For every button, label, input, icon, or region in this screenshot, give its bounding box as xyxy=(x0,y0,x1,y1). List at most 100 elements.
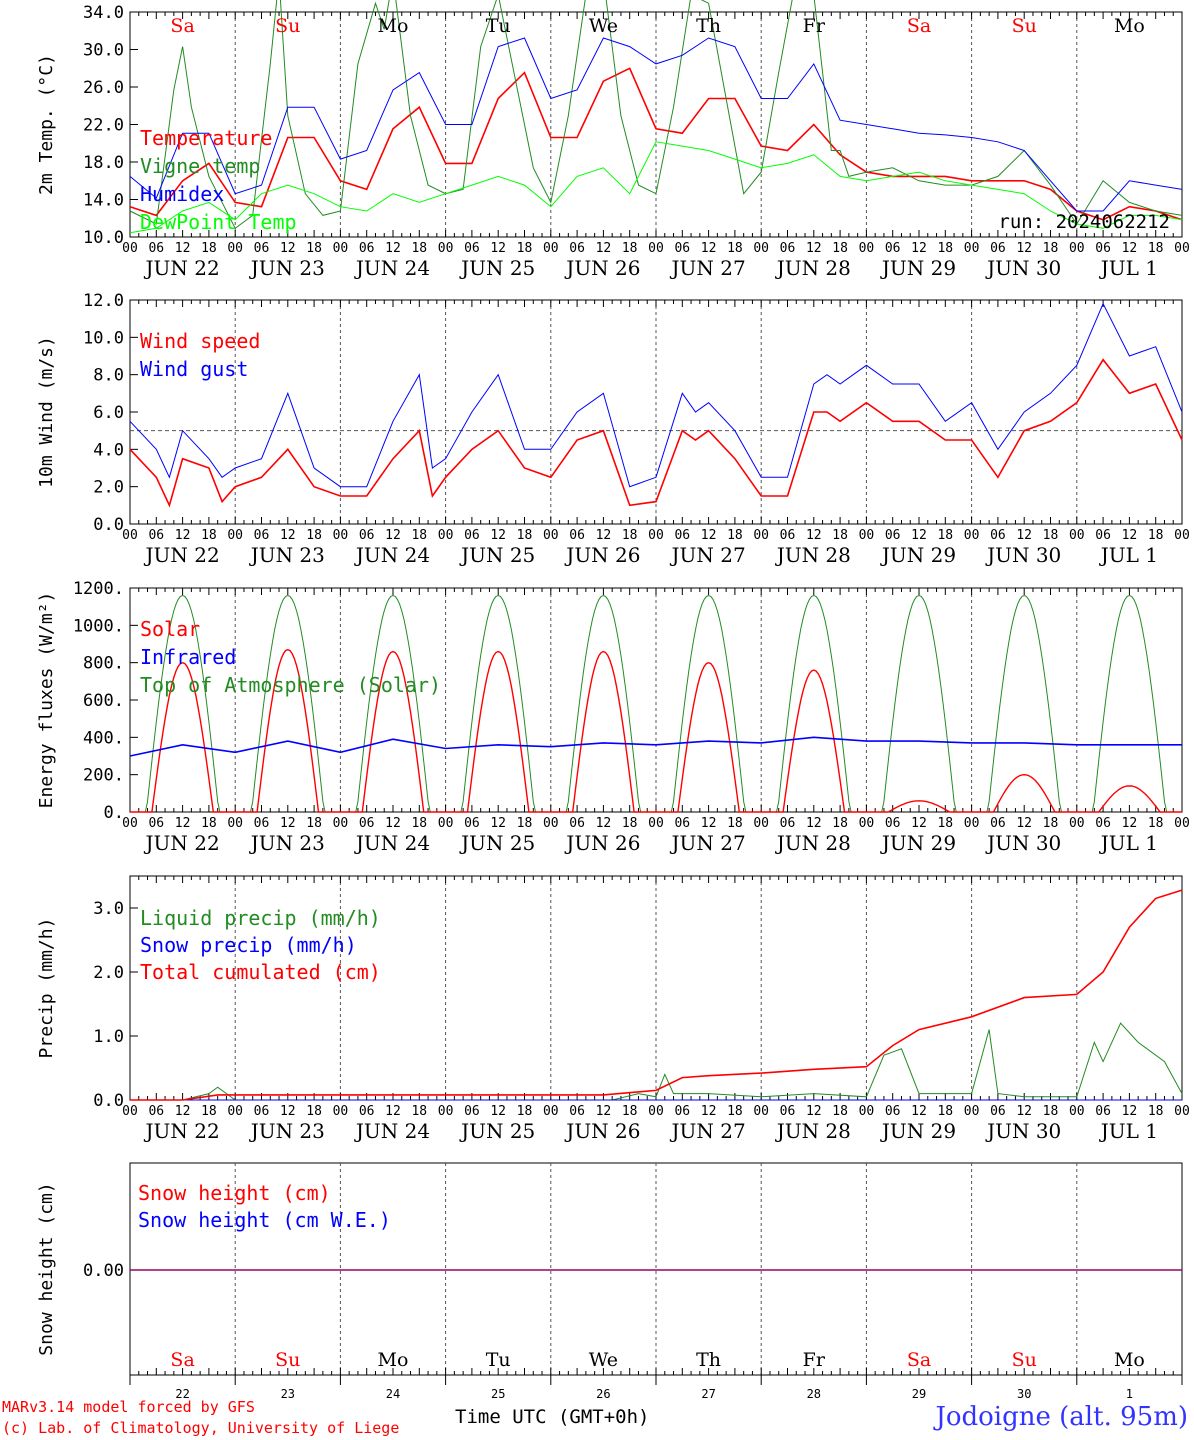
series-line-wind-gust xyxy=(129,302,1183,488)
hour-tick-label: 06 xyxy=(148,1104,164,1119)
hour-tick-label: 12 xyxy=(1122,528,1138,543)
hour-tick-label: 06 xyxy=(464,816,480,831)
legend-infrared: Infrared xyxy=(140,645,236,669)
hour-tick-label: 18 xyxy=(727,1104,743,1119)
hour-tick-label: 00 xyxy=(122,241,138,256)
y-tick-label: 18.0 xyxy=(83,153,124,173)
hour-tick-label: 00 xyxy=(859,816,875,831)
hour-tick-label: 18 xyxy=(937,528,953,543)
hour-tick-label: 18 xyxy=(832,816,848,831)
weekday-label: Sa xyxy=(170,1349,194,1371)
y-axis-label: Snow height (cm) xyxy=(36,1182,57,1355)
hour-tick-label: 12 xyxy=(806,816,822,831)
y-tick-label: 10.0 xyxy=(83,228,124,248)
y-tick-label: 800. xyxy=(83,654,124,674)
hour-tick-label: 18 xyxy=(306,528,322,543)
weekday-label: Sa xyxy=(170,15,194,37)
hour-tick-label: 00 xyxy=(648,1104,664,1119)
date-label: JUN 24 xyxy=(354,543,430,567)
legend-vigne-temp: Vigne temp xyxy=(140,154,260,178)
hour-tick-label: 12 xyxy=(280,816,296,831)
hour-tick-label: 12 xyxy=(1122,1104,1138,1119)
hour-tick-label: 00 xyxy=(227,241,243,256)
hour-tick-label: 06 xyxy=(569,528,585,543)
date-label: JUN 26 xyxy=(564,543,640,567)
y-tick-label: 1000. xyxy=(73,616,124,636)
day-number-label: 28 xyxy=(807,1387,821,1401)
legend-top-of-atmosphere-solar: Top of Atmosphere (Solar) xyxy=(140,673,441,697)
panel-frame-0 xyxy=(129,11,1183,238)
series-line-temperature xyxy=(129,67,1183,221)
date-label: JUN 27 xyxy=(670,256,746,280)
hour-tick-label: 06 xyxy=(885,1104,901,1119)
hour-tick-label: 12 xyxy=(385,1104,401,1119)
hour-tick-label: 00 xyxy=(1174,1104,1190,1119)
legend-snow-precip-mm-h: Snow precip (mm/h) xyxy=(140,933,357,957)
weekday-label: Su xyxy=(1012,1349,1037,1371)
hour-tick-label: 00 xyxy=(648,816,664,831)
date-label: JUN 29 xyxy=(880,543,956,567)
hour-tick-label: 00 xyxy=(753,1104,769,1119)
hour-tick-label: 06 xyxy=(780,816,796,831)
hour-tick-label: 00 xyxy=(543,528,559,543)
series-line-wind-speed xyxy=(129,358,1183,508)
date-label: JUN 27 xyxy=(670,831,746,855)
hour-tick-label: 18 xyxy=(937,816,953,831)
hour-tick-label: 06 xyxy=(359,816,375,831)
hour-tick-label: 00 xyxy=(227,528,243,543)
date-label: JUN 23 xyxy=(249,831,325,855)
hour-tick-label: 12 xyxy=(806,1104,822,1119)
weekday-label: We xyxy=(589,15,618,37)
hour-tick-label: 18 xyxy=(411,1104,427,1119)
hour-tick-label: 06 xyxy=(674,816,690,831)
date-label: JUN 28 xyxy=(775,1119,851,1143)
hour-tick-label: 12 xyxy=(175,816,191,831)
hour-tick-label: 00 xyxy=(648,528,664,543)
weekday-label: Th xyxy=(696,15,721,37)
y-tick-label: 400. xyxy=(83,728,124,748)
date-label: JUN 30 xyxy=(985,543,1061,567)
hour-tick-label: 12 xyxy=(385,241,401,256)
y-tick-label: 600. xyxy=(83,691,124,711)
hour-tick-label: 00 xyxy=(753,241,769,256)
date-label: JUN 28 xyxy=(775,543,851,567)
hour-tick-label: 06 xyxy=(674,1104,690,1119)
hour-tick-label: 18 xyxy=(1148,241,1164,256)
legend-temperature: Temperature xyxy=(140,126,272,150)
date-label: JUN 22 xyxy=(144,831,220,855)
date-label: JUN 23 xyxy=(249,1119,325,1143)
y-tick-label: 26.0 xyxy=(83,78,124,98)
hour-tick-label: 18 xyxy=(622,1104,638,1119)
y-axis-label: 2m Temp. (°C) xyxy=(36,54,57,195)
hour-tick-label: 06 xyxy=(569,241,585,256)
hour-tick-label: 00 xyxy=(859,528,875,543)
hour-tick-label: 06 xyxy=(674,528,690,543)
hour-tick-label: 00 xyxy=(227,816,243,831)
date-label: JUN 23 xyxy=(249,543,325,567)
hour-tick-label: 00 xyxy=(333,816,349,831)
hour-tick-label: 00 xyxy=(333,1104,349,1119)
series-line-solar xyxy=(130,648,1182,813)
hour-tick-label: 18 xyxy=(1043,1104,1059,1119)
hour-tick-label: 00 xyxy=(648,241,664,256)
date-label: JUN 25 xyxy=(459,831,535,855)
hour-tick-label: 06 xyxy=(464,528,480,543)
legend-snow-height-cm: Snow height (cm) xyxy=(138,1181,331,1205)
y-axis-label: Energy fluxes (W/m²) xyxy=(36,592,57,809)
hour-tick-label: 00 xyxy=(964,241,980,256)
hour-tick-label: 12 xyxy=(280,528,296,543)
hour-tick-label: 18 xyxy=(1043,816,1059,831)
hour-tick-label: 06 xyxy=(990,816,1006,831)
hour-tick-label: 06 xyxy=(254,241,270,256)
legend-liquid-precip-mm-h: Liquid precip (mm/h) xyxy=(140,906,381,930)
hour-tick-label: 12 xyxy=(596,528,612,543)
hour-tick-label: 06 xyxy=(1095,528,1111,543)
hour-tick-label: 18 xyxy=(832,528,848,543)
hour-tick-label: 18 xyxy=(832,1104,848,1119)
hour-tick-label: 12 xyxy=(806,241,822,256)
date-label: JUN 25 xyxy=(459,543,535,567)
date-label: JUL 1 xyxy=(1099,256,1158,280)
hour-tick-label: 18 xyxy=(201,528,217,543)
weekday-label: Sa xyxy=(907,15,931,37)
hour-tick-label: 12 xyxy=(701,241,717,256)
